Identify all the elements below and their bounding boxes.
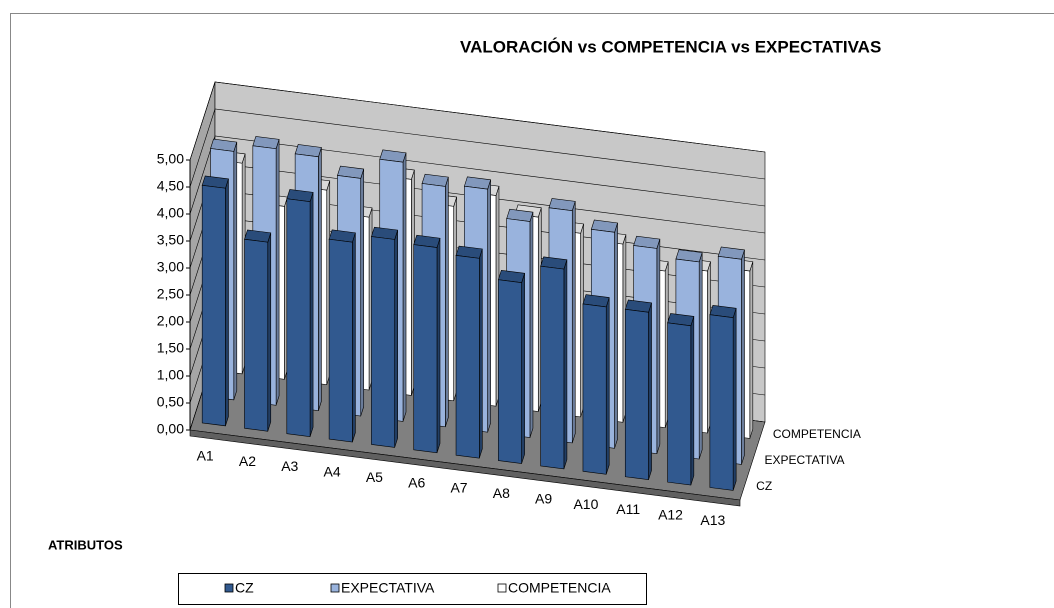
bar-front: [709, 314, 734, 491]
y-tick-label: 5,00: [157, 151, 184, 167]
legend-box: [178, 573, 647, 605]
legend-swatch: [497, 583, 507, 593]
x-tick-label: A7: [450, 480, 467, 496]
legend-swatch: [330, 583, 340, 593]
y-tick-label: 1,00: [157, 367, 184, 383]
bar-side: [563, 259, 568, 470]
depth-label: COMPETENCIA: [773, 427, 861, 441]
bar-front: [371, 236, 395, 448]
bar-side: [648, 302, 652, 480]
bar: [328, 229, 356, 443]
x-tick-label: A5: [366, 469, 383, 485]
y-tick-label: 0,50: [157, 394, 184, 410]
legend-label: COMPETENCIA: [508, 580, 611, 596]
bar-side: [479, 248, 483, 459]
bar-front: [455, 255, 480, 459]
bar-front: [624, 308, 649, 481]
x-tick-label: A3: [281, 458, 298, 474]
bar-side: [698, 252, 703, 460]
legend-label: CZ: [235, 580, 254, 596]
x-tick-label: A10: [573, 496, 598, 512]
bar-side: [656, 239, 661, 454]
bar: [413, 234, 441, 454]
bar-front: [667, 322, 692, 486]
bar: [540, 256, 568, 470]
bar-side: [605, 297, 610, 475]
bar-side: [436, 238, 441, 453]
bar-side: [402, 152, 407, 422]
x-tick-label: A4: [324, 464, 341, 480]
bar: [624, 299, 652, 481]
bar: [497, 269, 526, 464]
bar-side: [233, 142, 238, 400]
y-tick-label: 0,00: [157, 421, 184, 437]
x-tick-label: A1: [197, 447, 214, 463]
bar-side: [749, 261, 754, 439]
bar-side: [352, 232, 356, 443]
chart-title: VALORACIÓN vs COMPETENCIA vs EXPECTATIVA…: [460, 37, 881, 56]
bar-side: [318, 147, 322, 411]
floor-edge: [189, 429, 741, 507]
bar-side: [267, 232, 272, 432]
bar-side: [741, 249, 745, 465]
depth-label: EXPECTATIVA: [765, 453, 845, 467]
legend-swatch: [224, 583, 234, 593]
bar: [286, 189, 314, 437]
bar-side: [529, 212, 534, 438]
y-tick-label: 3,50: [157, 232, 184, 248]
bar-side: [360, 168, 365, 417]
bar-side: [394, 230, 398, 448]
bar-side: [487, 179, 491, 433]
y-tick-label: 2,50: [157, 286, 184, 302]
bar: [582, 294, 610, 475]
bar-front: [328, 238, 353, 443]
bar-front: [498, 279, 522, 464]
bar-side: [571, 201, 576, 444]
bar: [667, 313, 695, 486]
bar-side: [225, 178, 229, 426]
x-tick-label: A8: [493, 485, 510, 501]
x-tick-label: A6: [408, 474, 425, 490]
y-tick-label: 4,50: [157, 178, 184, 194]
bar-front: [286, 198, 311, 437]
bar-front: [582, 303, 607, 475]
bar: [455, 245, 483, 459]
bar-side: [690, 316, 695, 486]
legend: CZ EXPECTATIVA COMPETENCIA: [224, 580, 611, 596]
bar-side: [521, 273, 525, 464]
bar-side: [309, 192, 314, 437]
bar-side: [445, 177, 449, 427]
bar: [371, 226, 399, 448]
x-tick-label: A9: [535, 490, 552, 506]
x-tick-label: A12: [658, 507, 683, 523]
bar-side: [732, 308, 737, 491]
x-tick-label: A13: [700, 512, 725, 528]
y-tick-label: 1,50: [157, 340, 184, 356]
bar: [709, 305, 737, 491]
legend-label: EXPECTATIVA: [341, 580, 435, 596]
y-tick-label: 4,00: [157, 205, 184, 221]
grid-line: [189, 108, 766, 188]
bar-front: [413, 244, 438, 454]
bar-front: [201, 184, 226, 427]
x-tick-label: A11: [616, 501, 640, 517]
grid-line: [189, 81, 766, 161]
depth-label: CZ: [756, 479, 772, 493]
bar-side: [614, 222, 618, 449]
y-tick-label: 2,00: [157, 313, 184, 329]
bar: [201, 175, 229, 427]
bar-front: [540, 265, 565, 470]
grid-line: [189, 135, 766, 215]
bar: [244, 229, 272, 432]
y-tick-label: 3,00: [157, 259, 184, 275]
bar-front: [244, 238, 269, 432]
x-tick-label: A2: [239, 453, 256, 469]
x-axis-title: ATRIBUTOS: [48, 537, 123, 552]
bar-side: [275, 139, 280, 406]
plot-area: 0,00 0,50 1,00 1,50 2,00 2,50 3,00 3,50 4,00 4,50…: [157, 81, 861, 528]
